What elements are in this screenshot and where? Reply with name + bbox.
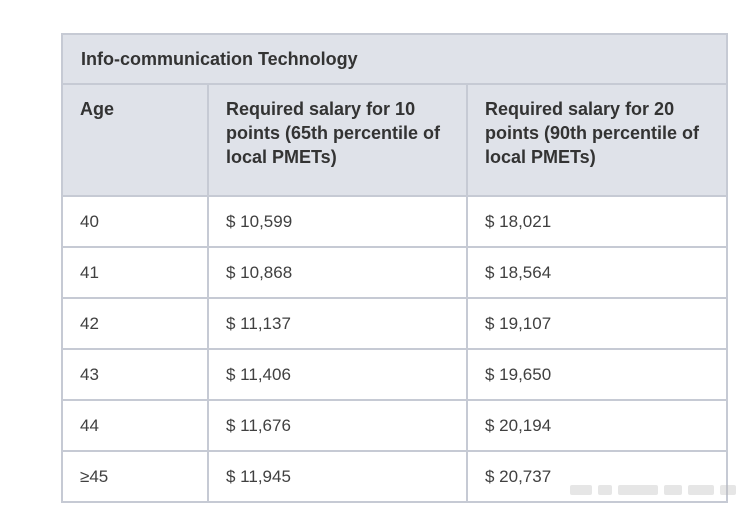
table-header-row: Age Required salary for 10 points (65th …	[61, 83, 728, 197]
age-cell: 44	[61, 399, 209, 452]
blurred-watermark	[570, 480, 740, 500]
salary-10-points-cell: $ 11,676	[207, 399, 468, 452]
age-cell: 40	[61, 195, 209, 248]
table-title-row: Info-communication Technology	[61, 33, 728, 85]
salary-20-points-cell: $ 18,021	[466, 195, 728, 248]
table-row: ≥45 $ 11,945 $ 20,737	[61, 450, 728, 503]
table-row: 43 $ 11,406 $ 19,650	[61, 348, 728, 401]
age-cell: 42	[61, 297, 209, 350]
salary-10-points-cell: $ 11,945	[207, 450, 468, 503]
table-row: 44 $ 11,676 $ 20,194	[61, 399, 728, 452]
salary-20-points-cell: $ 20,194	[466, 399, 728, 452]
salary-10-points-cell: $ 11,406	[207, 348, 468, 401]
age-cell: 43	[61, 348, 209, 401]
salary-20-points-cell: $ 20,737	[466, 450, 728, 503]
age-cell: 41	[61, 246, 209, 299]
column-header-10-points: Required salary for 10 points (65th perc…	[207, 83, 468, 197]
salary-table: Info-communication Technology Age Requir…	[61, 33, 728, 503]
table-row: 41 $ 10,868 $ 18,564	[61, 246, 728, 299]
table-row: 40 $ 10,599 $ 18,021	[61, 195, 728, 248]
salary-10-points-cell: $ 10,868	[207, 246, 468, 299]
column-header-20-points: Required salary for 20 points (90th perc…	[466, 83, 728, 197]
table-row: 42 $ 11,137 $ 19,107	[61, 297, 728, 350]
salary-table-container: Info-communication Technology Age Requir…	[61, 33, 728, 503]
salary-10-points-cell: $ 11,137	[207, 297, 468, 350]
column-header-age: Age	[61, 83, 209, 197]
salary-10-points-cell: $ 10,599	[207, 195, 468, 248]
salary-20-points-cell: $ 19,107	[466, 297, 728, 350]
salary-20-points-cell: $ 18,564	[466, 246, 728, 299]
salary-20-points-cell: $ 19,650	[466, 348, 728, 401]
age-cell: ≥45	[61, 450, 209, 503]
table-title: Info-communication Technology	[61, 33, 728, 85]
